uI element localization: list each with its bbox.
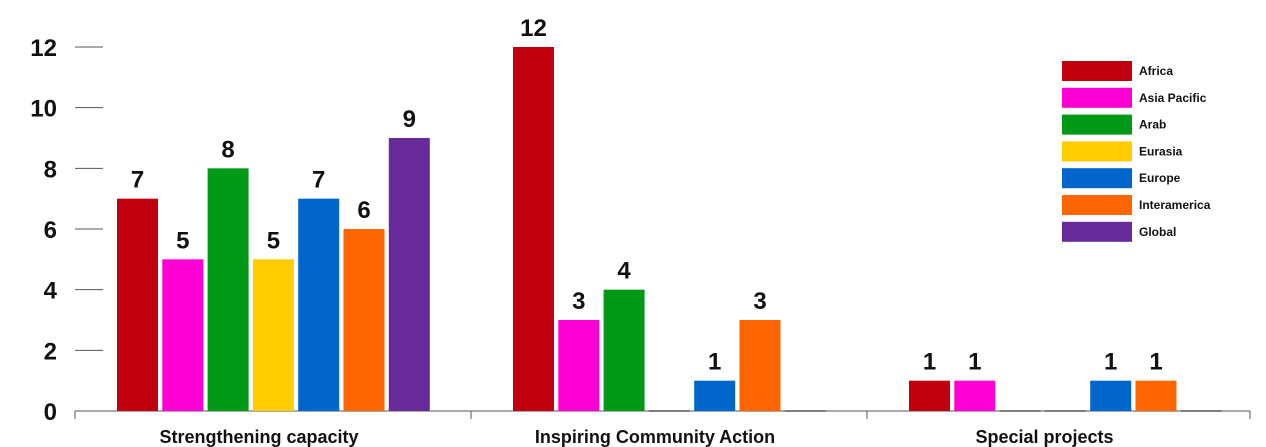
data-label: 7: [312, 167, 325, 194]
bar: [603, 289, 645, 411]
y-tick-label: 6: [44, 217, 57, 244]
legend-label: Africa: [1139, 64, 1173, 78]
data-label: 1: [968, 349, 981, 376]
legend-item: Interamerica: [1062, 195, 1211, 215]
data-labels: 7 5 8 5 7 6 9 12 3 4 1 3 1 1 1 1: [131, 15, 1163, 376]
legend-label: Arab: [1139, 118, 1166, 132]
bar: [298, 198, 340, 411]
bars: [117, 47, 1222, 412]
category-label: Inspiring Community Action: [535, 427, 775, 447]
bar: [954, 380, 996, 411]
legend-item: Global: [1062, 221, 1176, 242]
data-label: 1: [708, 349, 721, 376]
data-label: 9: [403, 106, 416, 133]
legend-swatch: [1062, 61, 1132, 81]
data-label: 7: [131, 167, 144, 194]
data-label: 3: [753, 288, 766, 315]
legend-label: Global: [1139, 225, 1176, 239]
bar: [117, 198, 158, 411]
bar: [252, 259, 294, 411]
legend-label: Europe: [1139, 171, 1181, 185]
y-tick-label: 4: [44, 278, 58, 305]
legend-swatch: [1062, 87, 1132, 108]
legend-swatch: [1062, 141, 1132, 162]
legend-item: Arab: [1062, 114, 1166, 135]
category-label: Strengthening capacity: [159, 427, 358, 447]
data-label: 1: [1149, 349, 1162, 376]
legend-item: Europe: [1062, 168, 1181, 189]
legend-swatch: [1062, 221, 1132, 242]
data-label: 6: [357, 197, 370, 224]
legend-swatch: [1062, 114, 1132, 135]
legend-item: Eurasia: [1062, 141, 1183, 162]
data-label: 1: [1104, 349, 1117, 376]
bar: [513, 47, 554, 411]
data-label: 5: [267, 227, 280, 254]
y-tick-label: 12: [30, 35, 57, 62]
bar: [909, 380, 950, 411]
category-label: Special projects: [975, 427, 1113, 447]
data-label: 3: [572, 288, 585, 315]
bar: [207, 168, 249, 411]
data-label: 8: [221, 136, 234, 163]
bar: [1135, 380, 1177, 411]
bar: [694, 380, 736, 411]
data-label: 4: [617, 258, 631, 285]
y-axis: 0 2 4 6 8 10 12: [30, 35, 103, 426]
bar: [343, 229, 385, 411]
data-label: 1: [923, 349, 936, 376]
legend-label: Interamerica: [1139, 198, 1211, 212]
y-tick-label: 2: [44, 338, 57, 365]
y-tick-label: 10: [30, 96, 57, 123]
bar: [739, 320, 781, 411]
legend: Africa Asia Pacific Arab Eurasia Europe Inter…: [1062, 61, 1211, 242]
x-axis: Strengthening capacity Inspiring Communit…: [74, 410, 1251, 447]
data-label: 5: [176, 227, 189, 254]
bar: [388, 138, 430, 411]
legend-item: Asia Pacific: [1062, 87, 1207, 108]
legend-item: Africa: [1062, 61, 1173, 81]
bar: [162, 259, 204, 411]
bar: [1090, 380, 1132, 411]
legend-swatch: [1062, 168, 1132, 189]
data-label: 12: [520, 15, 547, 42]
bar: [558, 320, 600, 411]
y-tick-label: 8: [44, 156, 57, 183]
legend-label: Asia Pacific: [1139, 91, 1207, 105]
legend-swatch: [1062, 195, 1132, 215]
y-tick-label: 0: [44, 399, 57, 426]
legend-label: Eurasia: [1139, 144, 1183, 158]
